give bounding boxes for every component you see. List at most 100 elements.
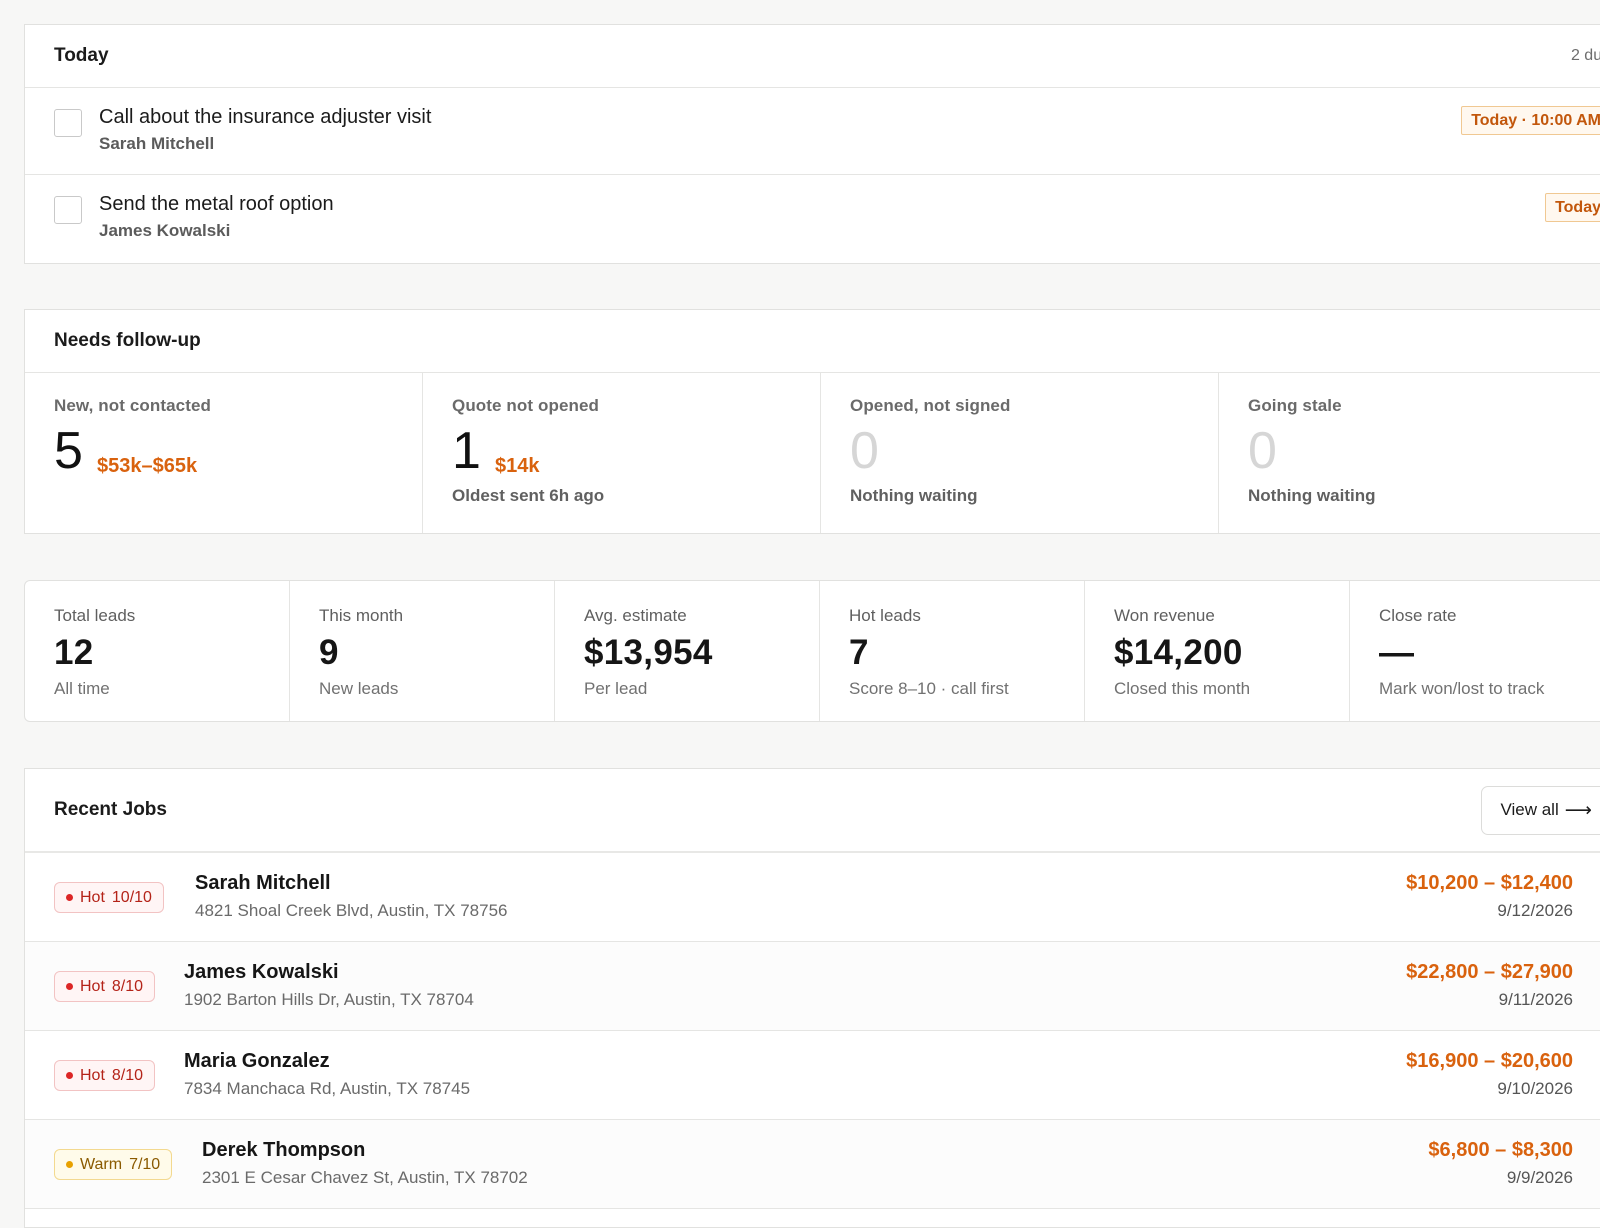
stat-sub: Score 8–10 · call first <box>849 679 1009 698</box>
due-count: 2 due <box>1570 47 1600 64</box>
stat-close-rate: Close rate — Mark won/lost to track <box>1350 581 1600 721</box>
stat-hot-leads: Hot leads 7 Score 8–10 · call first <box>820 581 1085 721</box>
score-tier: Warm <box>80 1155 123 1173</box>
followup-sub: Nothing waiting <box>850 486 978 505</box>
job-date: 9/12/2026 <box>1497 901 1573 920</box>
score-tier: Hot <box>80 888 105 906</box>
stat-label: Total leads <box>54 606 136 625</box>
stat-won-revenue: Won revenue $14,200 Closed this month <box>1085 581 1350 721</box>
followup-count: 0 <box>850 422 879 480</box>
job-customer-name: James Kowalski <box>184 961 339 983</box>
job-date: 9/10/2026 <box>1497 1079 1573 1098</box>
task-person: James Kowalski <box>99 221 231 240</box>
followup-title: Needs follow-up <box>54 330 201 351</box>
job-customer-name: Sarah Mitchell <box>195 872 331 894</box>
job-date: 9/9/2026 <box>1506 1168 1573 1187</box>
followup-going-stale[interactable]: Going stale 0 Nothing waiting <box>1219 373 1600 533</box>
hot-score-badge: Hot 8/10 <box>54 1060 156 1091</box>
today-title: Today <box>54 45 109 66</box>
followup-value: $53k–$65k <box>97 455 198 477</box>
job-estimate-range: $10,200 – $12,400 <box>1406 872 1573 894</box>
followup-label: New, not contacted <box>54 396 212 415</box>
recent-jobs-panel: Recent Jobs View all ⟶ Hot 10/10 Sarah M… <box>24 768 1600 1228</box>
hot-score-badge: Hot 8/10 <box>54 971 156 1002</box>
job-address: 4821 Shoal Creek Blvd, Austin, TX 78756 <box>195 901 508 920</box>
job-estimate-range: $6,800 – $8,300 <box>1428 1139 1573 1161</box>
stat-label: Close rate <box>1379 606 1457 625</box>
warm-score-badge: Warm 7/10 <box>54 1149 173 1180</box>
job-row[interactable]: Hot 10/10 Sarah Mitchell 4821 Shoal Cree… <box>25 853 1600 942</box>
score-value: 7/10 <box>129 1155 161 1173</box>
stat-sub: Mark won/lost to track <box>1379 679 1545 698</box>
view-all-label: View all <box>1500 800 1559 819</box>
followup-label: Going stale <box>1248 396 1342 415</box>
stat-total-leads: Total leads 12 All time <box>25 581 290 721</box>
task-item[interactable]: Call about the insurance adjuster visit … <box>25 88 1600 175</box>
job-estimate-range: $22,800 – $27,900 <box>1406 961 1573 983</box>
stat-label: Hot leads <box>849 606 921 625</box>
job-date: 9/11/2026 <box>1498 990 1573 1009</box>
stat-label: Avg. estimate <box>584 606 687 625</box>
followup-header: Needs follow-up <box>25 310 1600 373</box>
job-address: 1902 Barton Hills Dr, Austin, TX 78704 <box>184 990 474 1009</box>
arrow-right-icon: ⟶ <box>1564 799 1592 821</box>
followup-panel: Needs follow-up New, not contacted 5 $53… <box>24 309 1600 534</box>
stat-sub: Per lead <box>584 679 648 698</box>
score-tier: Hot <box>80 977 105 995</box>
hot-dot-icon <box>66 983 73 990</box>
stat-label: This month <box>319 606 404 625</box>
hot-dot-icon <box>66 894 73 901</box>
stat-sub: New leads <box>319 679 399 698</box>
followup-new-not-contacted[interactable]: New, not contacted 5 $53k–$65k <box>25 373 423 533</box>
stat-value: 7 <box>849 633 869 672</box>
recent-jobs-header: Recent Jobs View all ⟶ <box>25 769 1600 853</box>
score-tier: Hot <box>80 1066 105 1084</box>
followup-value: $14k <box>495 455 540 477</box>
stat-sub: Closed this month <box>1114 679 1251 698</box>
stat-this-month: This month 9 New leads <box>290 581 555 721</box>
score-value: 8/10 <box>111 977 144 995</box>
today-header: Today 2 due <box>25 25 1600 88</box>
followup-opened-not-signed[interactable]: Opened, not signed 0 Nothing waiting <box>821 373 1219 533</box>
warm-dot-icon <box>66 1161 73 1168</box>
task-title: Send the metal roof option <box>99 193 334 215</box>
task-due-badge: Today <box>1545 193 1600 222</box>
hot-score-badge: Hot 10/10 <box>54 882 164 913</box>
task-item[interactable]: Send the metal roof option James Kowalsk… <box>25 175 1600 262</box>
job-row[interactable]: Hot 8/10 Maria Gonzalez 7834 Manchaca Rd… <box>25 1031 1600 1120</box>
stat-label: Won revenue <box>1114 606 1215 625</box>
stats-bar: Total leads 12 All time This month 9 New… <box>24 580 1600 722</box>
followup-count: 5 <box>54 422 83 480</box>
stat-avg-estimate: Avg. estimate $13,954 Per lead <box>555 581 820 721</box>
task-title: Call about the insurance adjuster visit <box>99 106 432 128</box>
followup-count: 1 <box>452 422 481 480</box>
task-checkbox[interactable] <box>54 196 82 224</box>
stat-value: 9 <box>319 633 339 672</box>
job-customer-name: Derek Thompson <box>202 1139 366 1161</box>
score-value: 8/10 <box>111 1066 144 1084</box>
followup-label: Opened, not signed <box>850 396 1011 415</box>
stat-value: 12 <box>54 633 94 672</box>
stat-value: $14,200 <box>1114 633 1243 672</box>
job-address: 2301 E Cesar Chavez St, Austin, TX 78702 <box>202 1168 528 1187</box>
recent-jobs-title: Recent Jobs <box>54 799 167 820</box>
followup-quote-not-opened[interactable]: Quote not opened 1 $14k Oldest sent 6h a… <box>423 373 821 533</box>
view-all-button[interactable]: View all ⟶ <box>1481 785 1600 835</box>
followup-grid: New, not contacted 5 $53k–$65k Quote not… <box>25 373 1600 533</box>
task-checkbox[interactable] <box>54 109 82 137</box>
followup-label: Quote not opened <box>452 396 600 415</box>
job-row[interactable]: Warm 7/10 Derek Thompson 2301 E Cesar Ch… <box>25 1120 1600 1209</box>
job-customer-name: Maria Gonzalez <box>184 1050 330 1072</box>
stat-value: $13,954 <box>584 633 713 672</box>
stat-value: — <box>1379 633 1415 672</box>
followup-sub: Nothing waiting <box>1248 486 1376 505</box>
followup-count: 0 <box>1248 422 1277 480</box>
score-value: 10/10 <box>111 888 152 906</box>
today-panel: Today 2 due Call about the insurance adj… <box>24 24 1600 264</box>
task-due-badge: Today · 10:00 AM <box>1461 106 1600 135</box>
followup-sub: Oldest sent 6h ago <box>452 486 605 505</box>
hot-dot-icon <box>66 1072 73 1079</box>
job-address: 7834 Manchaca Rd, Austin, TX 78745 <box>184 1079 471 1098</box>
stat-sub: All time <box>54 679 110 698</box>
job-row[interactable]: Hot 8/10 James Kowalski 1902 Barton Hill… <box>25 942 1600 1031</box>
